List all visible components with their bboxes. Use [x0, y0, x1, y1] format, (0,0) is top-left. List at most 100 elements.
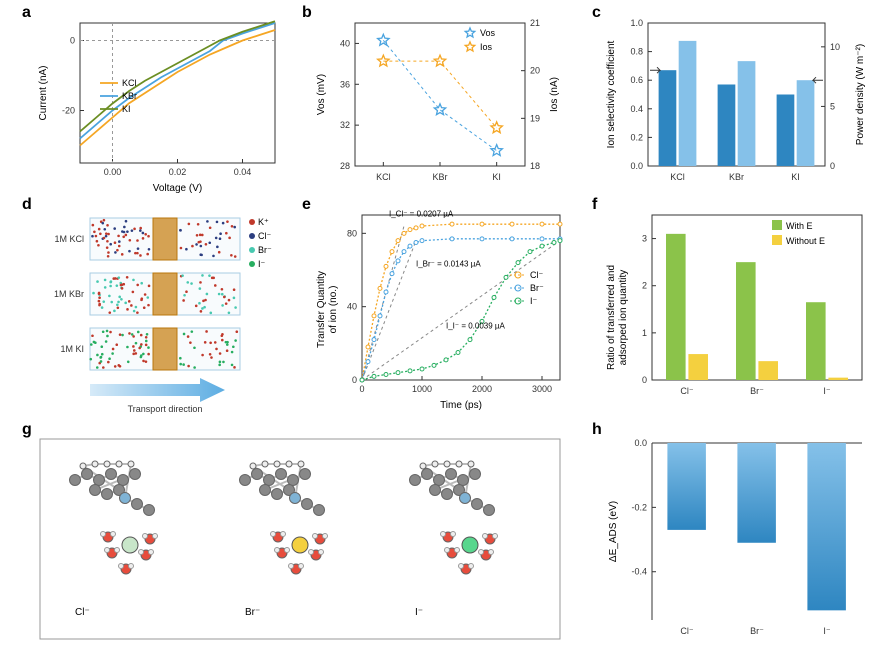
svg-text:Cl⁻: Cl⁻ — [530, 270, 543, 280]
svg-text:Transport direction: Transport direction — [128, 404, 203, 414]
svg-text:3: 3 — [642, 234, 647, 244]
svg-text:I_Cl⁻ = 0.0207 µA: I_Cl⁻ = 0.0207 µA — [389, 210, 454, 219]
svg-text:KCl: KCl — [376, 172, 391, 182]
svg-text:I_I⁻ = 0.0039 µA: I_I⁻ = 0.0039 µA — [446, 322, 506, 331]
svg-text:KI: KI — [791, 172, 800, 182]
svg-text:20: 20 — [530, 66, 540, 76]
panel-label-c: c — [592, 4, 601, 22]
svg-text:0: 0 — [70, 36, 75, 46]
svg-text:Ratio of transferred and: Ratio of transferred and — [606, 265, 617, 370]
svg-text:Cl⁻: Cl⁻ — [75, 607, 90, 618]
svg-text:1M KI: 1M KI — [60, 344, 84, 354]
panel-g: g Cl⁻Br⁻I⁻ — [30, 425, 570, 650]
svg-text:0.00: 0.00 — [104, 167, 122, 177]
svg-text:Br⁻: Br⁻ — [750, 386, 764, 396]
svg-text:I⁻: I⁻ — [823, 626, 831, 636]
svg-text:adsorped ion quantity: adsorped ion quantity — [618, 270, 629, 366]
svg-text:Br⁻: Br⁻ — [750, 626, 764, 636]
svg-text:1M KBr: 1M KBr — [54, 289, 84, 299]
svg-text:KCl: KCl — [122, 78, 137, 88]
svg-text:0: 0 — [642, 375, 647, 385]
svg-text:80: 80 — [347, 228, 357, 238]
svg-text:KBr: KBr — [122, 91, 137, 101]
svg-text:21: 21 — [530, 18, 540, 28]
svg-text:0.04: 0.04 — [234, 167, 252, 177]
svg-text:18: 18 — [530, 161, 540, 171]
svg-text:Voltage (V): Voltage (V) — [153, 183, 202, 193]
svg-text:I⁻: I⁻ — [530, 296, 538, 306]
svg-text:1000: 1000 — [412, 384, 432, 394]
svg-text:Transfer Quantity: Transfer Quantity — [316, 271, 327, 348]
svg-text:Cl⁻: Cl⁻ — [680, 626, 693, 636]
svg-text:0: 0 — [830, 161, 835, 171]
chart-e: 010002000300004080Time (ps)Transfer Quan… — [310, 200, 570, 415]
svg-text:0.02: 0.02 — [169, 167, 187, 177]
panel-f: f 0123Cl⁻Br⁻I⁻Ratio of transferred andad… — [600, 200, 875, 415]
svg-text:KI: KI — [492, 172, 501, 182]
svg-text:ΔE_ADS (eV): ΔE_ADS (eV) — [608, 501, 619, 562]
svg-text:0.0: 0.0 — [630, 161, 643, 171]
panel-label-h: h — [592, 421, 602, 439]
sim-d: 1M KCl 1M KBr 1M KI K⁺ Cl⁻ Br⁻ I⁻ Transport dir… — [30, 200, 285, 415]
panel-label-e: e — [302, 196, 311, 214]
svg-text:Br⁻: Br⁻ — [245, 607, 260, 618]
svg-text:28: 28 — [340, 161, 350, 171]
chart-c: 0.0 0.2 0.4 0.6 0.8 1.0 0 5 10 KCl KBr KI Ion select… — [600, 8, 875, 193]
svg-text:KBr: KBr — [729, 172, 744, 182]
svg-text:KCl: KCl — [670, 172, 685, 182]
svg-text:Cl⁻: Cl⁻ — [258, 231, 271, 241]
svg-text:32: 32 — [340, 120, 350, 130]
svg-text:I⁻: I⁻ — [258, 259, 266, 269]
svg-text:With E: With E — [786, 221, 813, 231]
svg-text:KBr: KBr — [432, 172, 447, 182]
svg-text:5: 5 — [830, 101, 835, 111]
svg-text:KI: KI — [122, 104, 131, 114]
panel-e: e 010002000300004080Time (ps)Transfer Qu… — [310, 200, 570, 415]
svg-text:I⁻: I⁻ — [415, 607, 423, 618]
svg-text:1: 1 — [642, 328, 647, 338]
panel-a: a 0.000.020.04-200Voltage (V)Current (nA… — [30, 8, 285, 193]
panel-label-a: a — [22, 4, 31, 22]
svg-text:Br⁻: Br⁻ — [530, 283, 544, 293]
svg-text:I_Br⁻ = 0.0143 µA: I_Br⁻ = 0.0143 µA — [416, 259, 481, 268]
svg-text:40: 40 — [347, 302, 357, 312]
svg-text:1.0: 1.0 — [630, 18, 643, 28]
svg-text:19: 19 — [530, 113, 540, 123]
chart-a: 0.00 0.02 0.04 -20 0 Voltage (V) Current (nA) K… — [30, 8, 285, 193]
svg-text:0: 0 — [352, 375, 357, 385]
panel-label-d: d — [22, 196, 32, 214]
svg-text:Ios: Ios — [480, 42, 493, 52]
chart-h: -0.4-0.20.0Cl⁻Br⁻I⁻ΔE_ADS (eV) — [600, 425, 875, 650]
svg-text:Ion selectivity coefficient: Ion selectivity coefficient — [606, 40, 617, 148]
svg-text:Vos: Vos — [480, 28, 496, 38]
panel-c: c 0.00.20.40.60.81.00510KClKBrKIIon sele… — [600, 8, 875, 193]
svg-text:0.4: 0.4 — [630, 104, 643, 114]
svg-text:of ion (no.): of ion (no.) — [328, 286, 339, 334]
svg-text:Br⁻: Br⁻ — [258, 245, 272, 255]
svg-text:Without E: Without E — [786, 236, 825, 246]
svg-text:Time (ps): Time (ps) — [440, 400, 482, 411]
panel-label-b: b — [302, 4, 312, 22]
svg-text:Power density (W m⁻²): Power density (W m⁻²) — [855, 44, 866, 145]
panel-label-g: g — [22, 421, 32, 439]
svg-text:1M KCl: 1M KCl — [54, 234, 84, 244]
svg-text:I⁻: I⁻ — [823, 386, 831, 396]
svg-text:-0.4: -0.4 — [631, 567, 647, 577]
svg-text:40: 40 — [340, 38, 350, 48]
svg-text:36: 36 — [340, 79, 350, 89]
svg-text:Current (nA): Current (nA) — [38, 65, 49, 120]
svg-text:3000: 3000 — [532, 384, 552, 394]
svg-text:2000: 2000 — [472, 384, 492, 394]
panel-d: d 1M KCl1M KBr1M KIK⁺Cl⁻Br⁻I⁻Transport d… — [30, 200, 285, 415]
svg-text:10: 10 — [830, 42, 840, 52]
svg-text:K⁺: K⁺ — [258, 217, 269, 227]
svg-text:2: 2 — [642, 281, 647, 291]
svg-text:Vos (mV): Vos (mV) — [316, 74, 327, 115]
panel-label-f: f — [592, 196, 597, 214]
chart-f: 0123Cl⁻Br⁻I⁻Ratio of transferred andadso… — [600, 200, 875, 415]
panel-b: b 2832364018192021KClKBrKIVos (mV)Ios (n… — [310, 8, 570, 193]
svg-text:-20: -20 — [62, 106, 75, 116]
svg-text:0.6: 0.6 — [630, 75, 643, 85]
svg-text:0.8: 0.8 — [630, 47, 643, 57]
svg-text:0.2: 0.2 — [630, 132, 643, 142]
